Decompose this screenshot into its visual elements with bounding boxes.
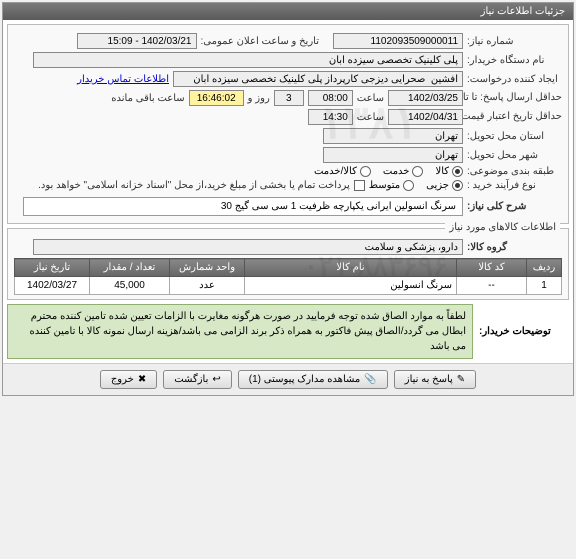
back-icon: ↩ bbox=[212, 374, 220, 385]
exit-icon: ✖ bbox=[138, 374, 146, 385]
days-field bbox=[274, 90, 304, 106]
buyer-note-row: توضیحات خریدار: لطفاً به موارد الصاق شده… bbox=[7, 304, 569, 359]
col-unit: واحد شمارش bbox=[170, 259, 245, 277]
attachments-button[interactable]: 📎مشاهده مدارک پیوستی (1) bbox=[238, 370, 388, 389]
table-row[interactable]: 1 -- سرنگ انسولین عدد 45,000 1402/03/27 bbox=[15, 277, 562, 295]
cat-option-service[interactable]: خدمت bbox=[383, 166, 424, 177]
col-row: ردیف bbox=[527, 259, 562, 277]
process-label: نوع فرآیند خرید : bbox=[467, 180, 562, 191]
valid-label: حداقل تاریخ اعتبار قیمت: تا تاریخ: bbox=[467, 111, 562, 123]
back-button[interactable]: ↩بازگشت bbox=[163, 370, 232, 389]
creator-field bbox=[173, 71, 463, 87]
col-name: نام کالا bbox=[245, 259, 457, 277]
radio-icon bbox=[412, 166, 423, 177]
items-table: ردیف کد کالا نام کالا واحد شمارش تعداد /… bbox=[14, 258, 562, 295]
cat-option-goods[interactable]: کالا bbox=[435, 166, 463, 177]
deadline-date-field bbox=[388, 90, 463, 106]
col-qty: تعداد / مقدار bbox=[90, 259, 170, 277]
main-panel: جزئیات اطلاعات نیاز ۱۳۸۱ شماره نیاز: تار… bbox=[2, 2, 574, 396]
deadline-label: حداقل ارسال پاسخ: تا تاریخ: bbox=[467, 92, 562, 104]
exec-loc-field bbox=[323, 128, 463, 144]
buyer-org-field bbox=[33, 52, 463, 68]
valid-time-field bbox=[308, 109, 353, 125]
buyer-note-content: لطفاً به موارد الصاق شده توجه فرمایید در… bbox=[7, 304, 473, 359]
items-section-title: اطلاعات کالاهای مورد نیاز bbox=[445, 222, 560, 233]
contact-link[interactable]: اطلاعات تماس خریدار bbox=[77, 74, 169, 85]
days-label: روز و bbox=[248, 93, 270, 104]
need-no-field bbox=[333, 33, 463, 49]
subject-cat-label: طبقه بندی موضوعی: bbox=[467, 166, 562, 177]
radio-icon bbox=[360, 166, 371, 177]
need-details-section: ۱۳۸۱ شماره نیاز: تاریخ و ساعت اعلان عموم… bbox=[7, 24, 569, 224]
reply-icon: ✎ bbox=[457, 374, 465, 385]
pay-note: پرداخت تمام یا بخشی از مبلغ خرید،از محل … bbox=[38, 180, 350, 191]
remain-time-field bbox=[189, 90, 244, 106]
radio-icon bbox=[452, 180, 463, 191]
buyer-org-label: نام دستگاه خریدار: bbox=[467, 55, 562, 66]
process-option-medium[interactable]: متوسط bbox=[369, 180, 414, 191]
need-no-label: شماره نیاز: bbox=[467, 36, 562, 47]
process-option-minor[interactable]: جزیی bbox=[426, 180, 463, 191]
items-section: اطلاعات کالاهای مورد نیاز ۰۲۱-۸۸۳۶۹۶ گرو… bbox=[7, 228, 569, 300]
city-label: شهر محل تحویل: bbox=[467, 150, 562, 161]
panel-title: جزئیات اطلاعات نیاز bbox=[3, 3, 573, 20]
radio-icon bbox=[403, 180, 414, 191]
deadline-time-field bbox=[308, 90, 353, 106]
exit-button[interactable]: ✖خروج bbox=[100, 370, 157, 389]
col-date: تاریخ نیاز bbox=[15, 259, 90, 277]
announce-field bbox=[77, 33, 197, 49]
remain-label: ساعت باقی مانده bbox=[111, 93, 184, 104]
announce-label: تاریخ و ساعت اعلان عمومی: bbox=[201, 36, 320, 47]
exec-loc-label: استان محل تحویل: bbox=[467, 131, 562, 142]
time-label-2: ساعت bbox=[357, 112, 384, 123]
group-label: گروه کالا: bbox=[467, 242, 562, 253]
group-field bbox=[33, 239, 463, 255]
buyer-note-label: توضیحات خریدار: bbox=[479, 304, 569, 359]
city-field bbox=[323, 147, 463, 163]
button-bar: ✎پاسخ به نیاز 📎مشاهده مدارک پیوستی (1) ↩… bbox=[3, 363, 573, 395]
category-radio-group: کالا خدمت کالا/خدمت bbox=[314, 166, 463, 177]
reply-button[interactable]: ✎پاسخ به نیاز bbox=[394, 370, 476, 389]
valid-date-field bbox=[388, 109, 463, 125]
radio-icon bbox=[452, 166, 463, 177]
desc-box: سرنگ انسولین ایرانی یکپارچه ظرفیت 1 سی س… bbox=[23, 197, 463, 216]
creator-label: ایجاد کننده درخواست: bbox=[467, 74, 562, 85]
desc-label: شرح کلی نیاز: bbox=[467, 201, 562, 212]
cat-option-both[interactable]: کالا/خدمت bbox=[314, 166, 371, 177]
col-code: کد کالا bbox=[457, 259, 527, 277]
attach-icon: 📎 bbox=[364, 374, 376, 385]
time-label-1: ساعت bbox=[357, 93, 384, 104]
treasury-checkbox[interactable] bbox=[354, 180, 365, 191]
process-radio-group: جزیی متوسط bbox=[369, 180, 463, 191]
